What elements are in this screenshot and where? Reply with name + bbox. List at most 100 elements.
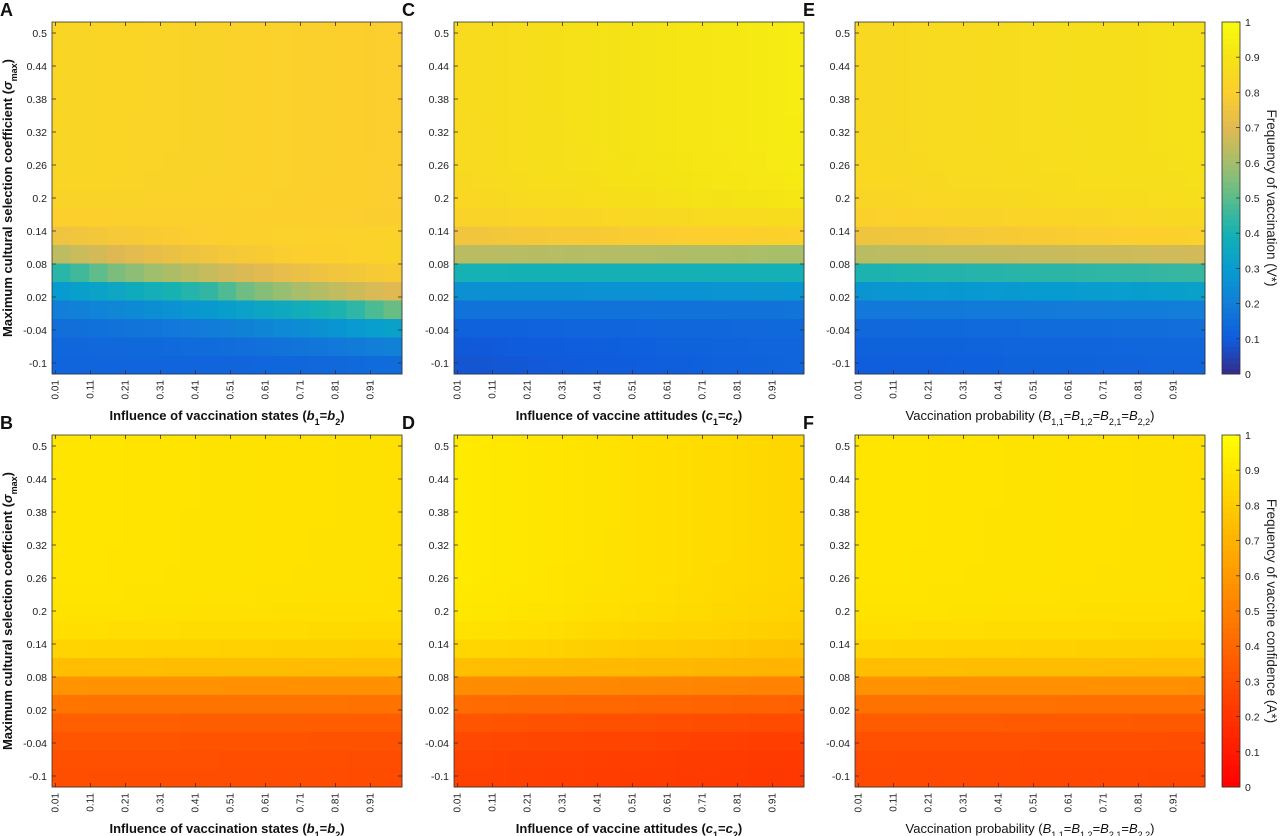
heatmap-cell bbox=[564, 244, 584, 264]
heatmap-cell bbox=[309, 299, 329, 320]
colorbar-segment bbox=[1222, 462, 1240, 469]
heatmap-cell bbox=[601, 170, 621, 190]
colorbar-segment bbox=[1222, 776, 1240, 783]
heatmap-cell bbox=[873, 77, 893, 97]
heatmap-cell bbox=[855, 77, 875, 97]
heatmap-cell bbox=[1149, 564, 1169, 584]
heatmap-cell bbox=[730, 299, 750, 320]
heatmap-cell bbox=[1057, 133, 1077, 153]
heatmap-cell bbox=[564, 96, 584, 116]
heatmap-cell bbox=[947, 435, 967, 455]
heatmap-cell bbox=[70, 527, 90, 547]
heatmap-cell bbox=[472, 490, 492, 510]
heatmap-cell bbox=[509, 564, 529, 584]
heatmap-cell bbox=[619, 96, 639, 116]
heatmap-cell bbox=[1149, 546, 1169, 566]
heatmap-cell bbox=[236, 262, 256, 282]
heatmap-cell bbox=[107, 133, 127, 153]
colorbar-tick-label: 0.6 bbox=[1245, 571, 1260, 583]
heatmap-cell bbox=[52, 731, 72, 751]
heatmap-cell bbox=[52, 527, 72, 547]
heatmap-cell bbox=[1002, 694, 1022, 714]
heatmap-cell bbox=[236, 40, 256, 60]
heatmap-cell bbox=[52, 244, 72, 264]
heatmap-cell bbox=[1149, 453, 1169, 473]
heatmap-cell bbox=[601, 638, 621, 658]
heatmap-cell bbox=[236, 601, 256, 621]
heatmap-cell bbox=[947, 262, 967, 282]
heatmap-cell bbox=[910, 546, 930, 566]
heatmap-cell bbox=[638, 170, 658, 190]
heatmap-cell bbox=[638, 299, 658, 320]
heatmap-cell bbox=[928, 453, 948, 473]
heatmap-cell bbox=[855, 336, 875, 357]
heatmap-cell bbox=[855, 620, 875, 640]
heatmap-cell bbox=[144, 59, 164, 79]
x-tick-label: 0.01 bbox=[453, 380, 464, 400]
heatmap-cell bbox=[947, 318, 967, 338]
x-tick-label: 0.51 bbox=[1029, 793, 1040, 813]
heatmap-cell bbox=[785, 207, 805, 227]
heatmap-cell bbox=[490, 170, 510, 190]
heatmap-cell bbox=[767, 675, 787, 695]
heatmap-cell bbox=[873, 59, 893, 79]
heatmap-cell bbox=[1020, 527, 1040, 547]
heatmap-cell bbox=[527, 22, 547, 42]
heatmap-cell bbox=[910, 170, 930, 190]
heatmap-cell bbox=[162, 657, 182, 677]
heatmap-cells bbox=[454, 435, 805, 788]
heatmap-cell bbox=[1131, 40, 1151, 60]
heatmap-cell bbox=[527, 509, 547, 529]
heatmap-cell bbox=[891, 170, 911, 190]
colorbar-segment bbox=[1222, 82, 1240, 89]
colorbar-segment bbox=[1222, 253, 1240, 260]
heatmap-cell bbox=[928, 355, 948, 375]
heatmap-cell bbox=[1131, 225, 1151, 245]
heatmap-cell bbox=[236, 564, 256, 584]
x-tick-label: 0.71 bbox=[296, 793, 307, 813]
heatmap-cell bbox=[546, 318, 566, 338]
heatmap-cell bbox=[454, 712, 474, 733]
y-tick-label: 0.14 bbox=[429, 226, 450, 238]
heatmap-cell bbox=[910, 318, 930, 338]
heatmap-cell bbox=[346, 638, 366, 658]
y-tick-label: 0.38 bbox=[429, 94, 450, 106]
y-tick-label: -0.1 bbox=[29, 358, 47, 370]
heatmap-cell bbox=[88, 96, 108, 116]
heatmap-cell bbox=[254, 675, 274, 695]
heatmap-cell bbox=[217, 188, 237, 208]
heatmap-cell bbox=[365, 355, 385, 375]
heatmap-cell bbox=[947, 564, 967, 584]
heatmap-cell bbox=[291, 749, 311, 770]
heatmap-cell bbox=[619, 318, 639, 338]
heatmap-cell bbox=[309, 77, 329, 97]
heatmap-cell bbox=[1020, 40, 1040, 60]
heatmap-cell bbox=[748, 657, 768, 677]
heatmap-cell bbox=[346, 188, 366, 208]
heatmap-cell bbox=[582, 336, 602, 357]
heatmap-cell bbox=[891, 638, 911, 658]
heatmap-cell bbox=[1186, 77, 1206, 97]
heatmap-cell bbox=[748, 59, 768, 79]
heatmap-cell bbox=[236, 657, 256, 677]
heatmap-cell bbox=[88, 77, 108, 97]
heatmap-cell bbox=[1094, 59, 1114, 79]
heatmap-cell bbox=[217, 244, 237, 264]
heatmap-cell bbox=[291, 262, 311, 282]
heatmap-cell bbox=[254, 657, 274, 677]
heatmap-cell bbox=[70, 472, 90, 492]
heatmap-cell bbox=[180, 731, 200, 751]
heatmap-cell bbox=[454, 509, 474, 529]
heatmap-cell bbox=[1168, 299, 1188, 320]
x-tick-label: 0.21 bbox=[523, 380, 534, 400]
heatmap-cell bbox=[454, 207, 474, 227]
heatmap-cell bbox=[730, 675, 750, 695]
heatmap-cell bbox=[767, 151, 787, 171]
heatmap-cell bbox=[910, 22, 930, 42]
heatmap-cell bbox=[1168, 170, 1188, 190]
heatmap-cell bbox=[1057, 694, 1077, 714]
heatmap-cell bbox=[582, 490, 602, 510]
heatmap-cell bbox=[656, 527, 676, 547]
heatmap-cell bbox=[162, 244, 182, 264]
heatmap-cell bbox=[509, 262, 529, 282]
